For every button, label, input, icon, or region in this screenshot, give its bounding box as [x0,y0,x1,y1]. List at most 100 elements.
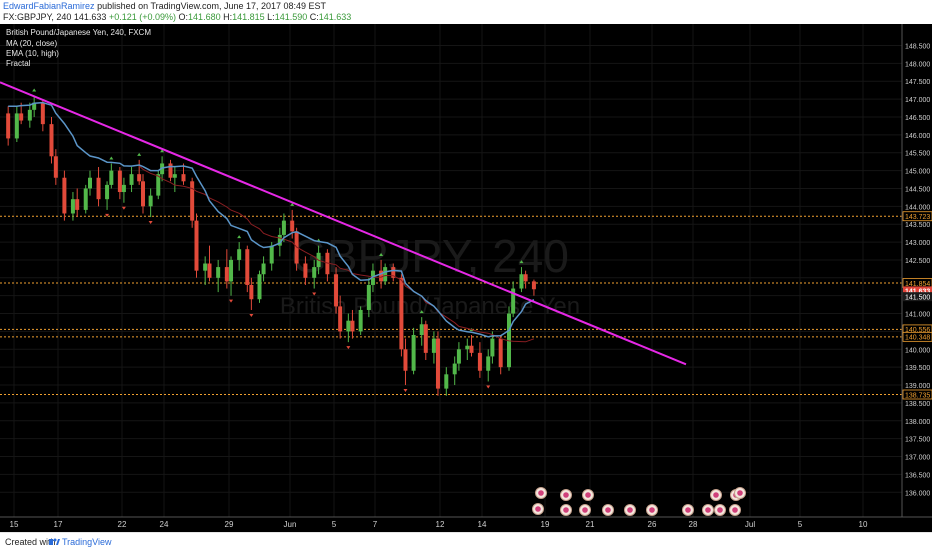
candle-bull [419,324,424,335]
candle-bear [207,263,212,278]
price-axis[interactable] [902,24,932,532]
candle-bull [70,199,75,214]
candle-bull [346,320,351,332]
price-tick-label: 145.000 [905,169,930,176]
fractal-up-marker [290,202,295,206]
candle-bull [32,102,37,110]
candle-bear [168,163,173,178]
candle-bull [281,220,286,235]
time-tick-label: 17 [54,520,63,529]
time-tick-label: 5 [332,520,337,529]
time-axis-labels: 15 17 22 24 29 Jun 5 7 12 14 19 21 26 28 Jul 5 10 [10,520,868,529]
fractal-down-marker [249,313,254,317]
last-price: 141.633 [73,12,107,22]
price-tick-label: 139.500 [905,365,930,372]
candle-bull [490,338,495,357]
time-axis[interactable] [0,517,932,532]
time-tick-label: Jul [745,520,755,529]
fractal-up-marker [519,260,524,264]
publish-line: EdwardFabianRamirez published on Trading… [3,1,326,12]
fractal-up-marker [237,235,242,239]
candle-bull [27,109,32,121]
price-tick-label: 148.500 [905,44,930,51]
fractal-down-marker [403,389,408,393]
price-tick-label: 136.500 [905,472,930,479]
candle-bear [338,306,343,332]
candle-bear [523,274,528,282]
price-tick-label: 146.000 [905,133,930,140]
price-tick-label: 144.500 [905,186,930,193]
fractal-down-marker [229,299,234,303]
candle-bull [257,274,262,300]
chart-panel[interactable]: GBPJPY, 240 British Pound/Japanese Yen 1… [0,24,932,532]
published-text: published on TradingView.com, June 17, 2… [97,1,327,11]
price-tick-label: 143.000 [905,240,930,247]
price-tick-label: 143.500 [905,222,930,229]
candle-bear [190,181,195,221]
fractal-down-marker [148,221,153,225]
candle-bull [109,170,114,185]
event-markers [532,487,746,516]
candle-bear [6,113,11,139]
legend-ema: EMA (10, high) [6,49,59,58]
candle-bear [141,181,145,207]
high-value: 141.815 [232,12,265,22]
candle-bear [290,220,295,232]
candle-bear [531,281,536,290]
candle-bull [507,313,511,368]
candle-bull [83,188,88,210]
fractal-down-marker [346,346,351,350]
event-marker-dot [605,507,611,513]
watermark-name: British Pound/Japanese Yen [280,293,580,320]
candle-bear [403,349,408,371]
candle-bear [181,174,186,182]
candle-bull [156,174,161,196]
level-label: 141.854 [905,281,930,288]
footer: Created with TradingView [0,532,932,551]
price-label: 141.500 [905,294,930,301]
chart-header: EdwardFabianRamirez published on Trading… [0,0,932,24]
candle-bull [358,309,363,332]
level-label: 143.723 [905,214,930,221]
ema-line [8,101,535,338]
tradingview-brand[interactable]: TradingView [62,537,112,547]
legend: British Pound/Japanese Yen, 240, FXCM MA… [6,28,151,68]
level-label-box [902,211,932,222]
price-tick-label: 138.000 [905,419,930,426]
level-label: 140.348 [905,335,930,342]
level-label: 138.735 [905,392,930,399]
candle-bull [511,288,516,314]
candle-bull [129,174,134,185]
event-marker-dot [627,507,633,513]
fractal-up-marker [109,156,114,160]
candle-bear [423,324,428,353]
author-link[interactable]: EdwardFabianRamirez [3,1,95,11]
price-chart[interactable]: GBPJPY, 240 British Pound/Japanese Yen 1… [0,24,932,532]
candle-bull [216,267,221,278]
candle-bear [325,252,330,275]
candle-bull [88,177,92,189]
fractal-up-marker [32,88,37,92]
event-marker-dot [649,507,655,513]
trendline[interactable] [0,81,687,366]
candle-bear [249,284,254,300]
created-with-label: Created with [5,537,56,547]
candle-bear [224,267,229,282]
candle-bear [350,320,355,332]
symbol-label: FX:GBPJPY, 240 [3,12,72,22]
time-tick-label: 12 [436,520,445,529]
time-tick-label: 19 [541,520,550,529]
candle-bull [411,334,416,371]
price-label-box [903,292,932,302]
event-marker-dot [737,490,743,496]
candle-bull [121,184,126,193]
candle-bull [172,174,177,178]
fractal-up-marker [419,310,424,314]
price-tick-label: 138.500 [905,401,930,408]
price-tick-label: 142.500 [905,258,930,265]
level-label: 140.556 [905,327,930,334]
candle-bull [203,263,208,271]
time-tick-label: 7 [373,520,378,529]
ma-line [138,165,535,343]
candle-bull [456,349,461,364]
